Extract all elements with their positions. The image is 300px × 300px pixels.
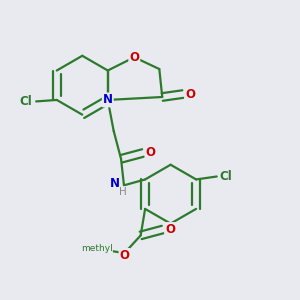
- Text: H: H: [119, 187, 127, 197]
- Text: Cl: Cl: [20, 95, 32, 108]
- Text: O: O: [129, 51, 139, 64]
- Text: O: O: [165, 223, 175, 236]
- Text: N: N: [103, 93, 113, 106]
- Text: Cl: Cl: [219, 170, 232, 183]
- Text: methyl: methyl: [81, 244, 112, 253]
- Text: O: O: [146, 146, 155, 159]
- Text: N: N: [110, 177, 120, 190]
- Text: O: O: [185, 88, 195, 100]
- Text: O: O: [119, 249, 130, 262]
